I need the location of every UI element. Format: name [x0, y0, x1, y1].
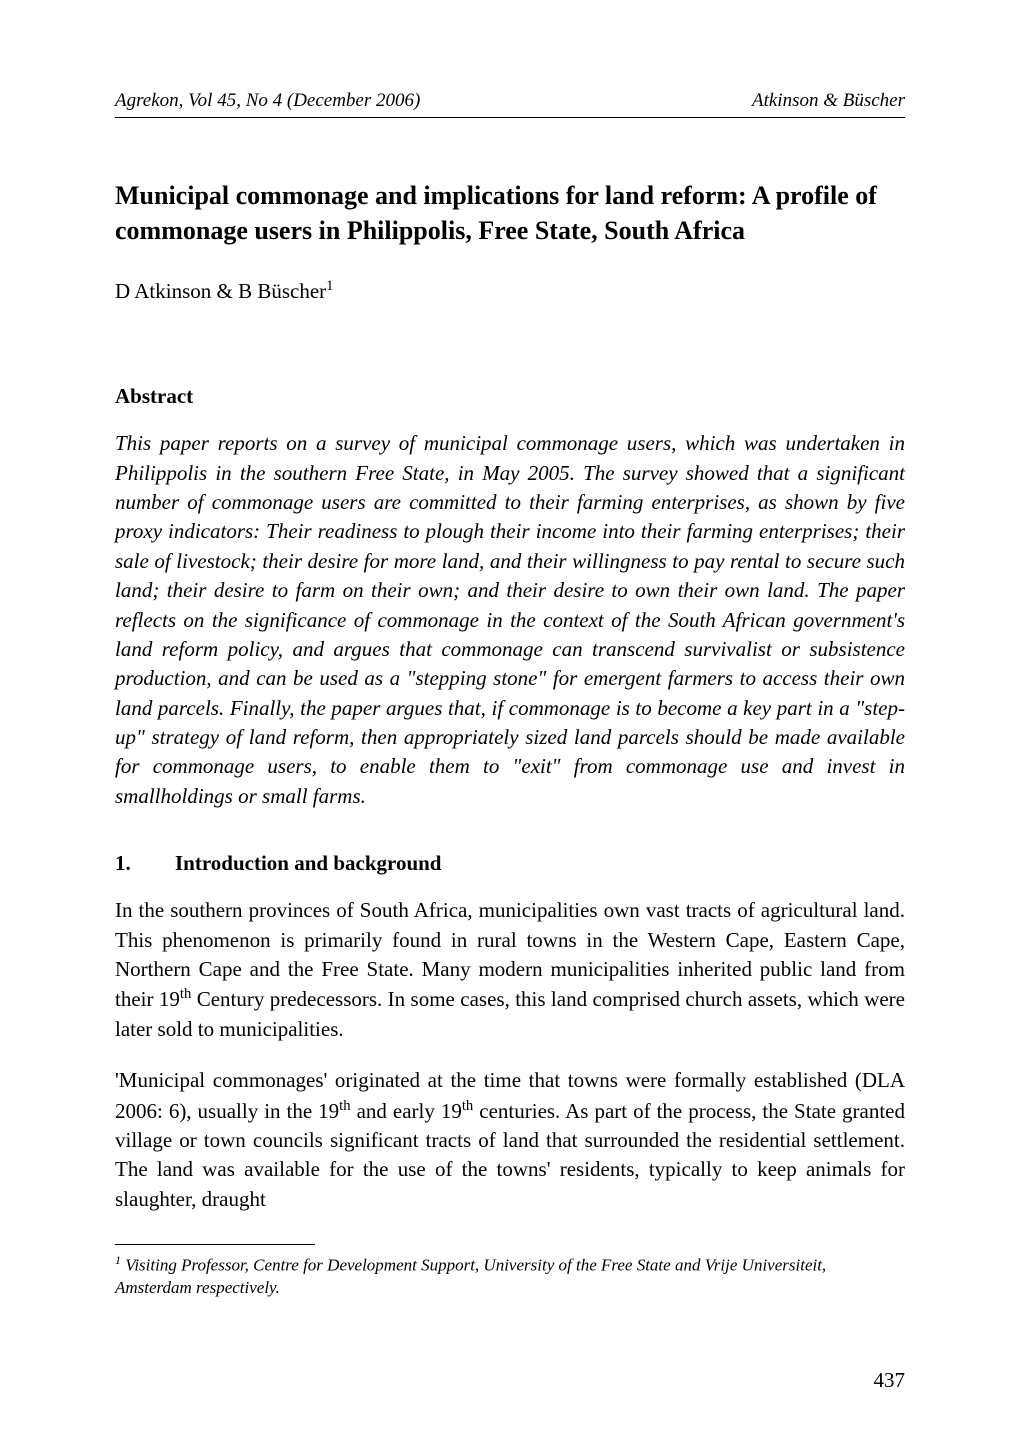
section-number: 1. [115, 851, 175, 876]
section-title: Introduction and background [175, 851, 442, 875]
header-right: Atkinson & Büscher [752, 90, 905, 112]
footnote-1: 1 Visiting Professor, Centre for Develop… [115, 1253, 905, 1299]
abstract-heading: Abstract [115, 384, 905, 409]
page-number: 437 [874, 1368, 906, 1393]
article-title: Municipal commonage and implications for… [115, 178, 905, 248]
running-header: Agrekon, Vol 45, No 4 (December 2006) At… [115, 90, 905, 118]
section-1-heading: 1.Introduction and background [115, 851, 905, 876]
authors-line: D Atkinson & B Büscher1 [115, 278, 905, 304]
footnote-separator [115, 1244, 315, 1245]
header-left: Agrekon, Vol 45, No 4 (December 2006) [115, 90, 420, 112]
section-1-para-1: In the southern provinces of South Afric… [115, 896, 905, 1044]
authors-footnote-ref: 1 [326, 278, 333, 294]
para-text: Century predecessors. In some cases, thi… [115, 987, 905, 1040]
page: Agrekon, Vol 45, No 4 (December 2006) At… [0, 0, 1020, 1443]
ordinal-suffix: th [462, 1098, 473, 1114]
section-1-para-2: 'Municipal commonages' originated at the… [115, 1066, 905, 1214]
footnote-text: Visiting Professor, Centre for Developme… [115, 1256, 826, 1297]
para-text: and early 19 [351, 1099, 462, 1123]
abstract-body: This paper reports on a survey of munici… [115, 429, 905, 811]
ordinal-suffix: th [339, 1098, 350, 1114]
authors-names: D Atkinson & B Büscher [115, 279, 326, 303]
ordinal-suffix: th [180, 986, 191, 1002]
